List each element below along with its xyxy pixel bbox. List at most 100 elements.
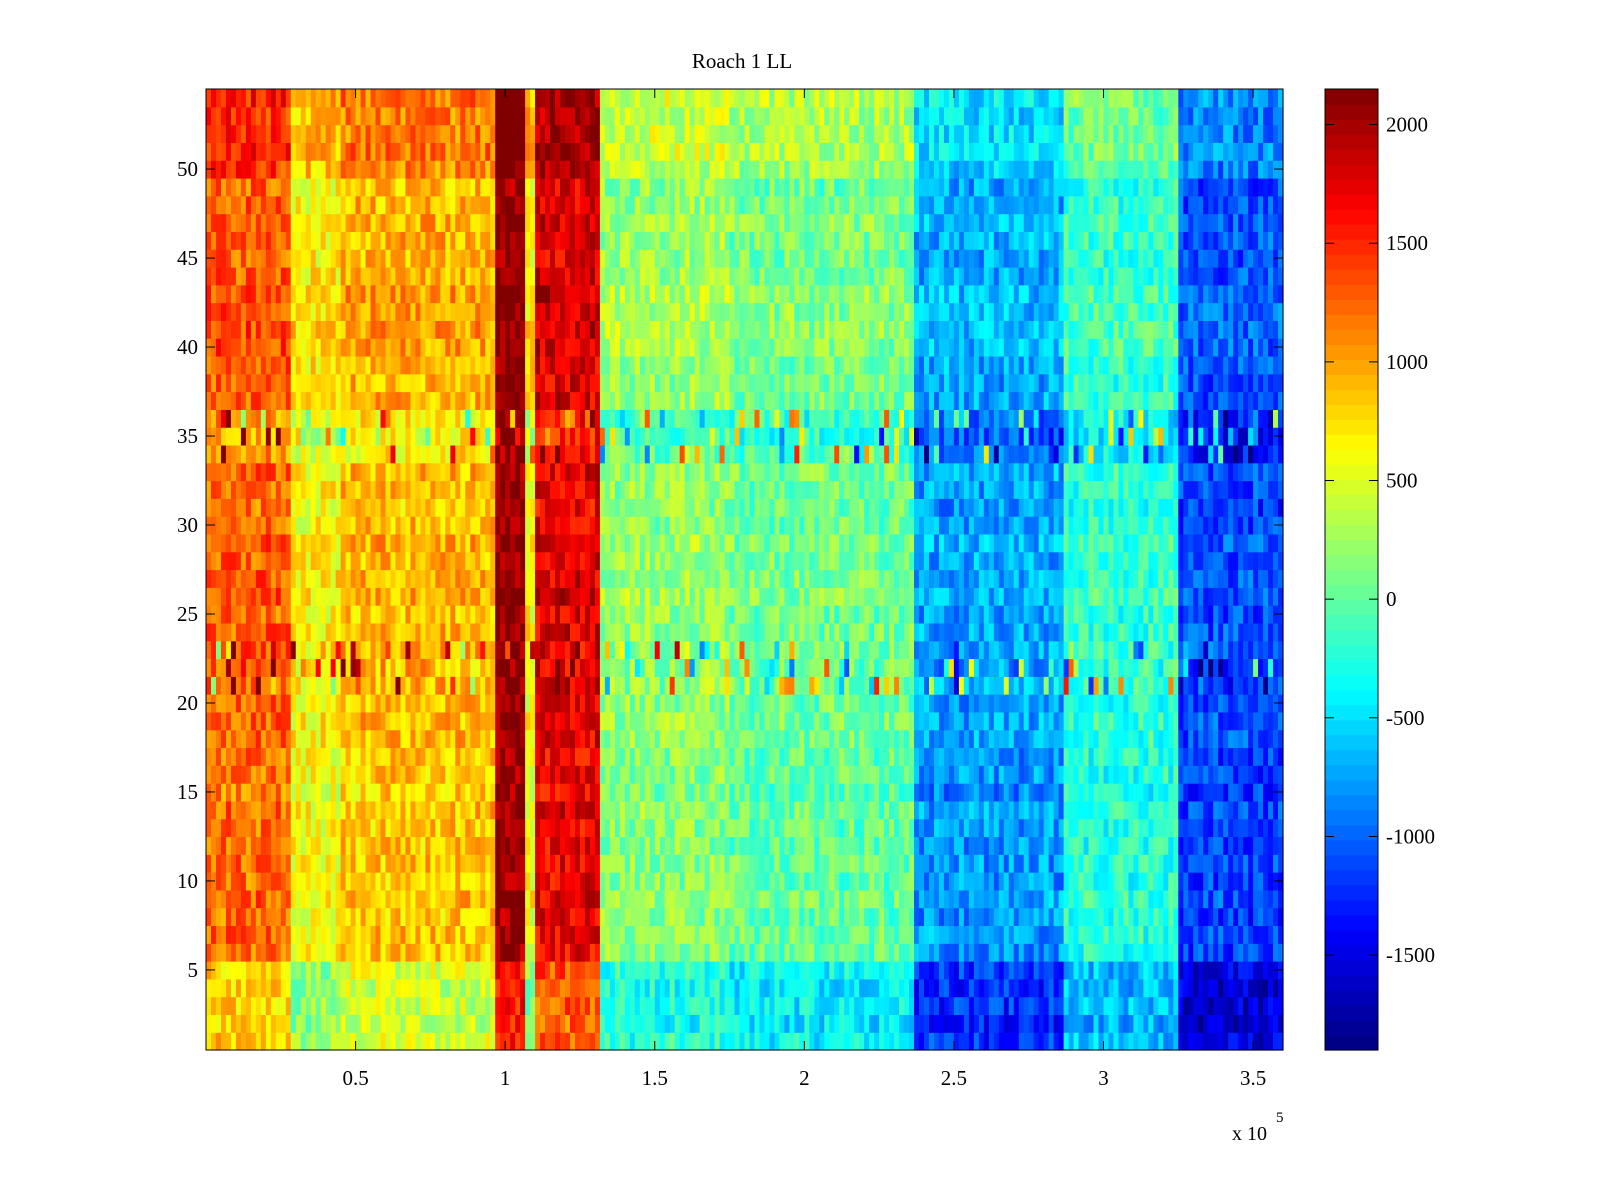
heatmap-cell	[1198, 978, 1204, 998]
heatmap-cell	[679, 800, 686, 820]
heatmap-cell	[933, 658, 940, 677]
heatmap-cell	[1108, 1032, 1115, 1051]
heatmap-cell	[624, 854, 631, 873]
heatmap-cell	[953, 676, 960, 695]
heatmap-cell	[809, 996, 815, 1016]
heatmap-cell	[270, 961, 277, 980]
heatmap-cell	[584, 676, 591, 695]
heatmap-cell	[749, 676, 756, 695]
heatmap-cell	[629, 872, 636, 891]
heatmap-cell	[739, 836, 746, 855]
heatmap-cell	[1263, 872, 1269, 891]
heatmap-cell	[490, 872, 496, 891]
heatmap-cell	[235, 676, 242, 695]
heatmap-cell	[350, 818, 357, 838]
heatmap-cell	[943, 907, 950, 927]
heatmap-cell	[694, 907, 701, 927]
heatmap-cell	[315, 872, 322, 891]
heatmap-cell	[859, 872, 865, 891]
heatmap-cell	[435, 836, 441, 855]
heatmap-cell	[978, 978, 985, 998]
heatmap-cell	[604, 1014, 611, 1033]
heatmap-cell	[909, 907, 915, 927]
heatmap-cell	[410, 783, 417, 802]
heatmap-cell	[849, 729, 855, 749]
heatmap-cell	[604, 961, 611, 980]
heatmap-cell	[619, 1014, 626, 1033]
heatmap-cell	[1138, 996, 1144, 1016]
heatmap-cell	[525, 854, 531, 873]
heatmap-cell	[764, 978, 771, 998]
heatmap-cell	[639, 907, 646, 927]
heatmap-cell	[988, 658, 995, 677]
heatmap-cell	[1063, 747, 1070, 766]
heatmap-cell	[220, 943, 227, 962]
heatmap-cell	[594, 729, 601, 749]
heatmap-cell	[1028, 800, 1035, 820]
heatmap-cell	[774, 1032, 781, 1051]
heatmap-cell	[968, 1032, 975, 1051]
heatmap-cell	[1128, 978, 1135, 998]
heatmap-cell	[958, 943, 965, 962]
heatmap-cell	[689, 996, 696, 1016]
heatmap-cell	[1063, 658, 1070, 677]
heatmap-cell	[854, 783, 860, 802]
heatmap-cell	[924, 943, 930, 962]
heatmap-cell	[535, 711, 541, 731]
heatmap-cell	[854, 925, 860, 944]
heatmap-cell	[340, 925, 347, 944]
heatmap-cell	[933, 676, 940, 695]
heatmap-cell	[405, 996, 412, 1016]
heatmap-cell	[315, 889, 322, 909]
heatmap-cell	[769, 978, 776, 998]
heatmap-cell	[465, 996, 471, 1016]
heatmap-cell	[390, 943, 397, 962]
heatmap-cell	[953, 729, 960, 749]
heatmap-cell	[555, 783, 561, 802]
heatmap-cell	[385, 765, 392, 784]
heatmap-cell	[1238, 1014, 1244, 1033]
heatmap-cell	[1033, 996, 1040, 1016]
heatmap-cell	[1058, 694, 1065, 713]
heatmap-cell	[889, 765, 895, 784]
heatmap-cell	[599, 747, 606, 766]
heatmap-cell	[789, 1032, 795, 1051]
heatmap-cell	[455, 996, 461, 1016]
heatmap-cell	[1023, 800, 1030, 820]
heatmap-cell	[784, 925, 790, 944]
heatmap-cell	[510, 996, 516, 1016]
heatmap-cell	[649, 1014, 656, 1033]
heatmap-cell	[739, 1014, 746, 1033]
heatmap-cell	[584, 836, 591, 855]
heatmap-cell	[1013, 800, 1020, 820]
heatmap-cell	[824, 783, 830, 802]
heatmap-cell	[270, 978, 277, 998]
heatmap-cell	[275, 765, 282, 784]
heatmap-cell	[624, 836, 631, 855]
heatmap-cell	[614, 765, 621, 784]
heatmap-cell	[914, 925, 920, 944]
heatmap-cell	[520, 783, 526, 802]
heatmap-cell	[1228, 961, 1234, 980]
heatmap-cell	[420, 818, 426, 838]
heatmap-cell	[1148, 854, 1154, 873]
heatmap-cell	[679, 907, 686, 927]
heatmap-cell	[460, 711, 466, 731]
heatmap-cell	[1168, 978, 1174, 998]
heatmap-cell	[275, 747, 282, 766]
heatmap-cell	[475, 818, 481, 838]
heatmap-cell	[1013, 961, 1020, 980]
heatmap-cell	[769, 872, 776, 891]
heatmap-cell	[400, 818, 407, 838]
heatmap-cell	[998, 872, 1005, 891]
heatmap-cell	[540, 889, 546, 909]
heatmap-cell	[938, 729, 945, 749]
heatmap-cell	[654, 658, 661, 677]
heatmap-cell	[963, 800, 970, 820]
heatmap-cell	[844, 747, 850, 766]
heatmap-cell	[694, 711, 701, 731]
heatmap-cell	[1143, 694, 1149, 713]
heatmap-cell	[1208, 729, 1214, 749]
heatmap-cell	[1203, 978, 1209, 998]
heatmap-cell	[719, 818, 726, 838]
